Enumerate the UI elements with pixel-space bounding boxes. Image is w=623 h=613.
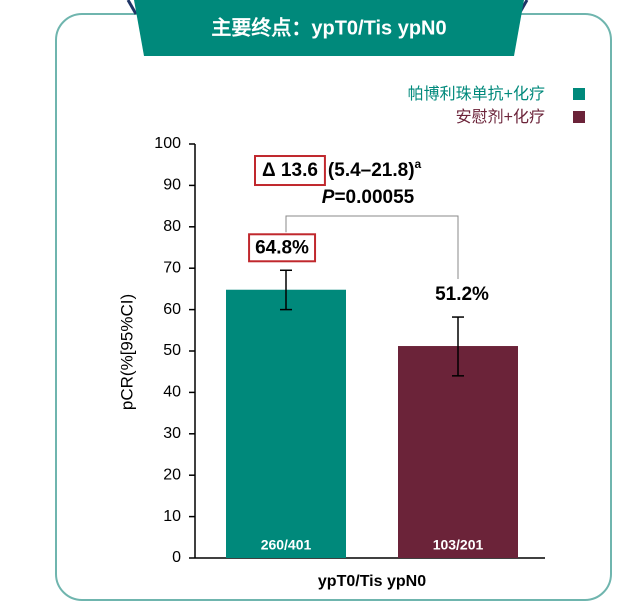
annotation: P=0.00055 bbox=[322, 187, 415, 208]
legend-swatch bbox=[573, 88, 585, 100]
bracket bbox=[285, 215, 459, 280]
annotation-footnote: a bbox=[415, 157, 422, 171]
p-value: =0.00055 bbox=[334, 187, 414, 208]
y-tick-label: 60 bbox=[163, 301, 181, 318]
legend-swatch bbox=[573, 111, 585, 123]
legend-label: 帕博利珠单抗+化疗 bbox=[408, 85, 545, 103]
corner bbox=[126, 0, 138, 15]
y-axis-label: pCR(%[95%CI) bbox=[117, 294, 136, 410]
y-tick-label: 20 bbox=[163, 466, 181, 483]
value-label: 64.8% bbox=[255, 237, 309, 258]
y-tick-label: 80 bbox=[163, 218, 181, 235]
highlight-box bbox=[254, 155, 326, 187]
x-axis-label: ypT0/Tis ypN0 bbox=[318, 573, 426, 590]
title-banner bbox=[134, 0, 524, 56]
bar bbox=[226, 289, 346, 558]
y-tick-label: 90 bbox=[163, 177, 181, 194]
y-tick-label: 100 bbox=[154, 135, 181, 152]
legend-label: 安慰剂+化疗 bbox=[456, 108, 545, 126]
count-label: 260/401 bbox=[261, 537, 312, 553]
chart-title: 主要终点：ypT0/Tis ypN0 bbox=[211, 15, 446, 39]
y-tick-label: 70 bbox=[163, 259, 181, 276]
y-tick-label: 40 bbox=[163, 384, 181, 401]
bar bbox=[398, 346, 518, 558]
annotation-ci: (5.4–21.8) bbox=[328, 160, 415, 181]
value-label: 51.2% bbox=[435, 284, 489, 305]
y-tick-label: 30 bbox=[163, 425, 181, 442]
annotation: Δ 13.6 (5.4–21.8)a bbox=[262, 157, 422, 181]
y-tick-label: 0 bbox=[172, 549, 181, 566]
y-tick-label: 50 bbox=[163, 342, 181, 359]
p-symbol: P bbox=[322, 187, 335, 208]
y-tick-label: 10 bbox=[163, 508, 181, 525]
annotation-delta: Δ 13.6 bbox=[262, 160, 318, 181]
count-label: 103/201 bbox=[433, 537, 484, 553]
highlight-box bbox=[248, 233, 317, 263]
